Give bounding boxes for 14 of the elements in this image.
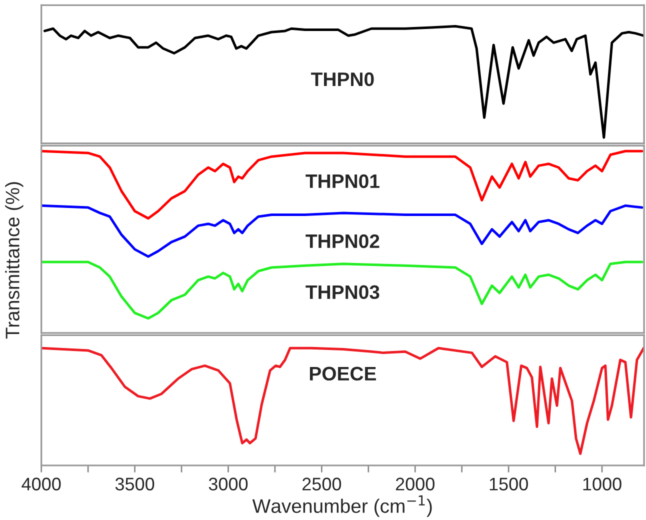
x-axis-title: Wavenumber (cm$^{−1}$) [252,495,432,517]
text: THPN0 [311,72,374,86]
series-label: THPN03 [306,285,380,300]
series-label: THPN02 [306,234,380,248]
x-tick-label: 4000 [22,478,61,490]
y-axis-title: Transmittance (%) [5,182,24,339]
x-tick-label: 1500 [490,478,528,490]
series-label: POECE [310,366,376,381]
x-tick-label: 2000 [396,478,434,490]
x-tick-label: 1000 [583,478,622,490]
x-tick-label: 2500 [302,478,342,490]
x-tick-label: 3000 [208,478,248,490]
series-label: THPN01 [306,174,380,188]
x-tick-label: 3500 [115,478,154,490]
